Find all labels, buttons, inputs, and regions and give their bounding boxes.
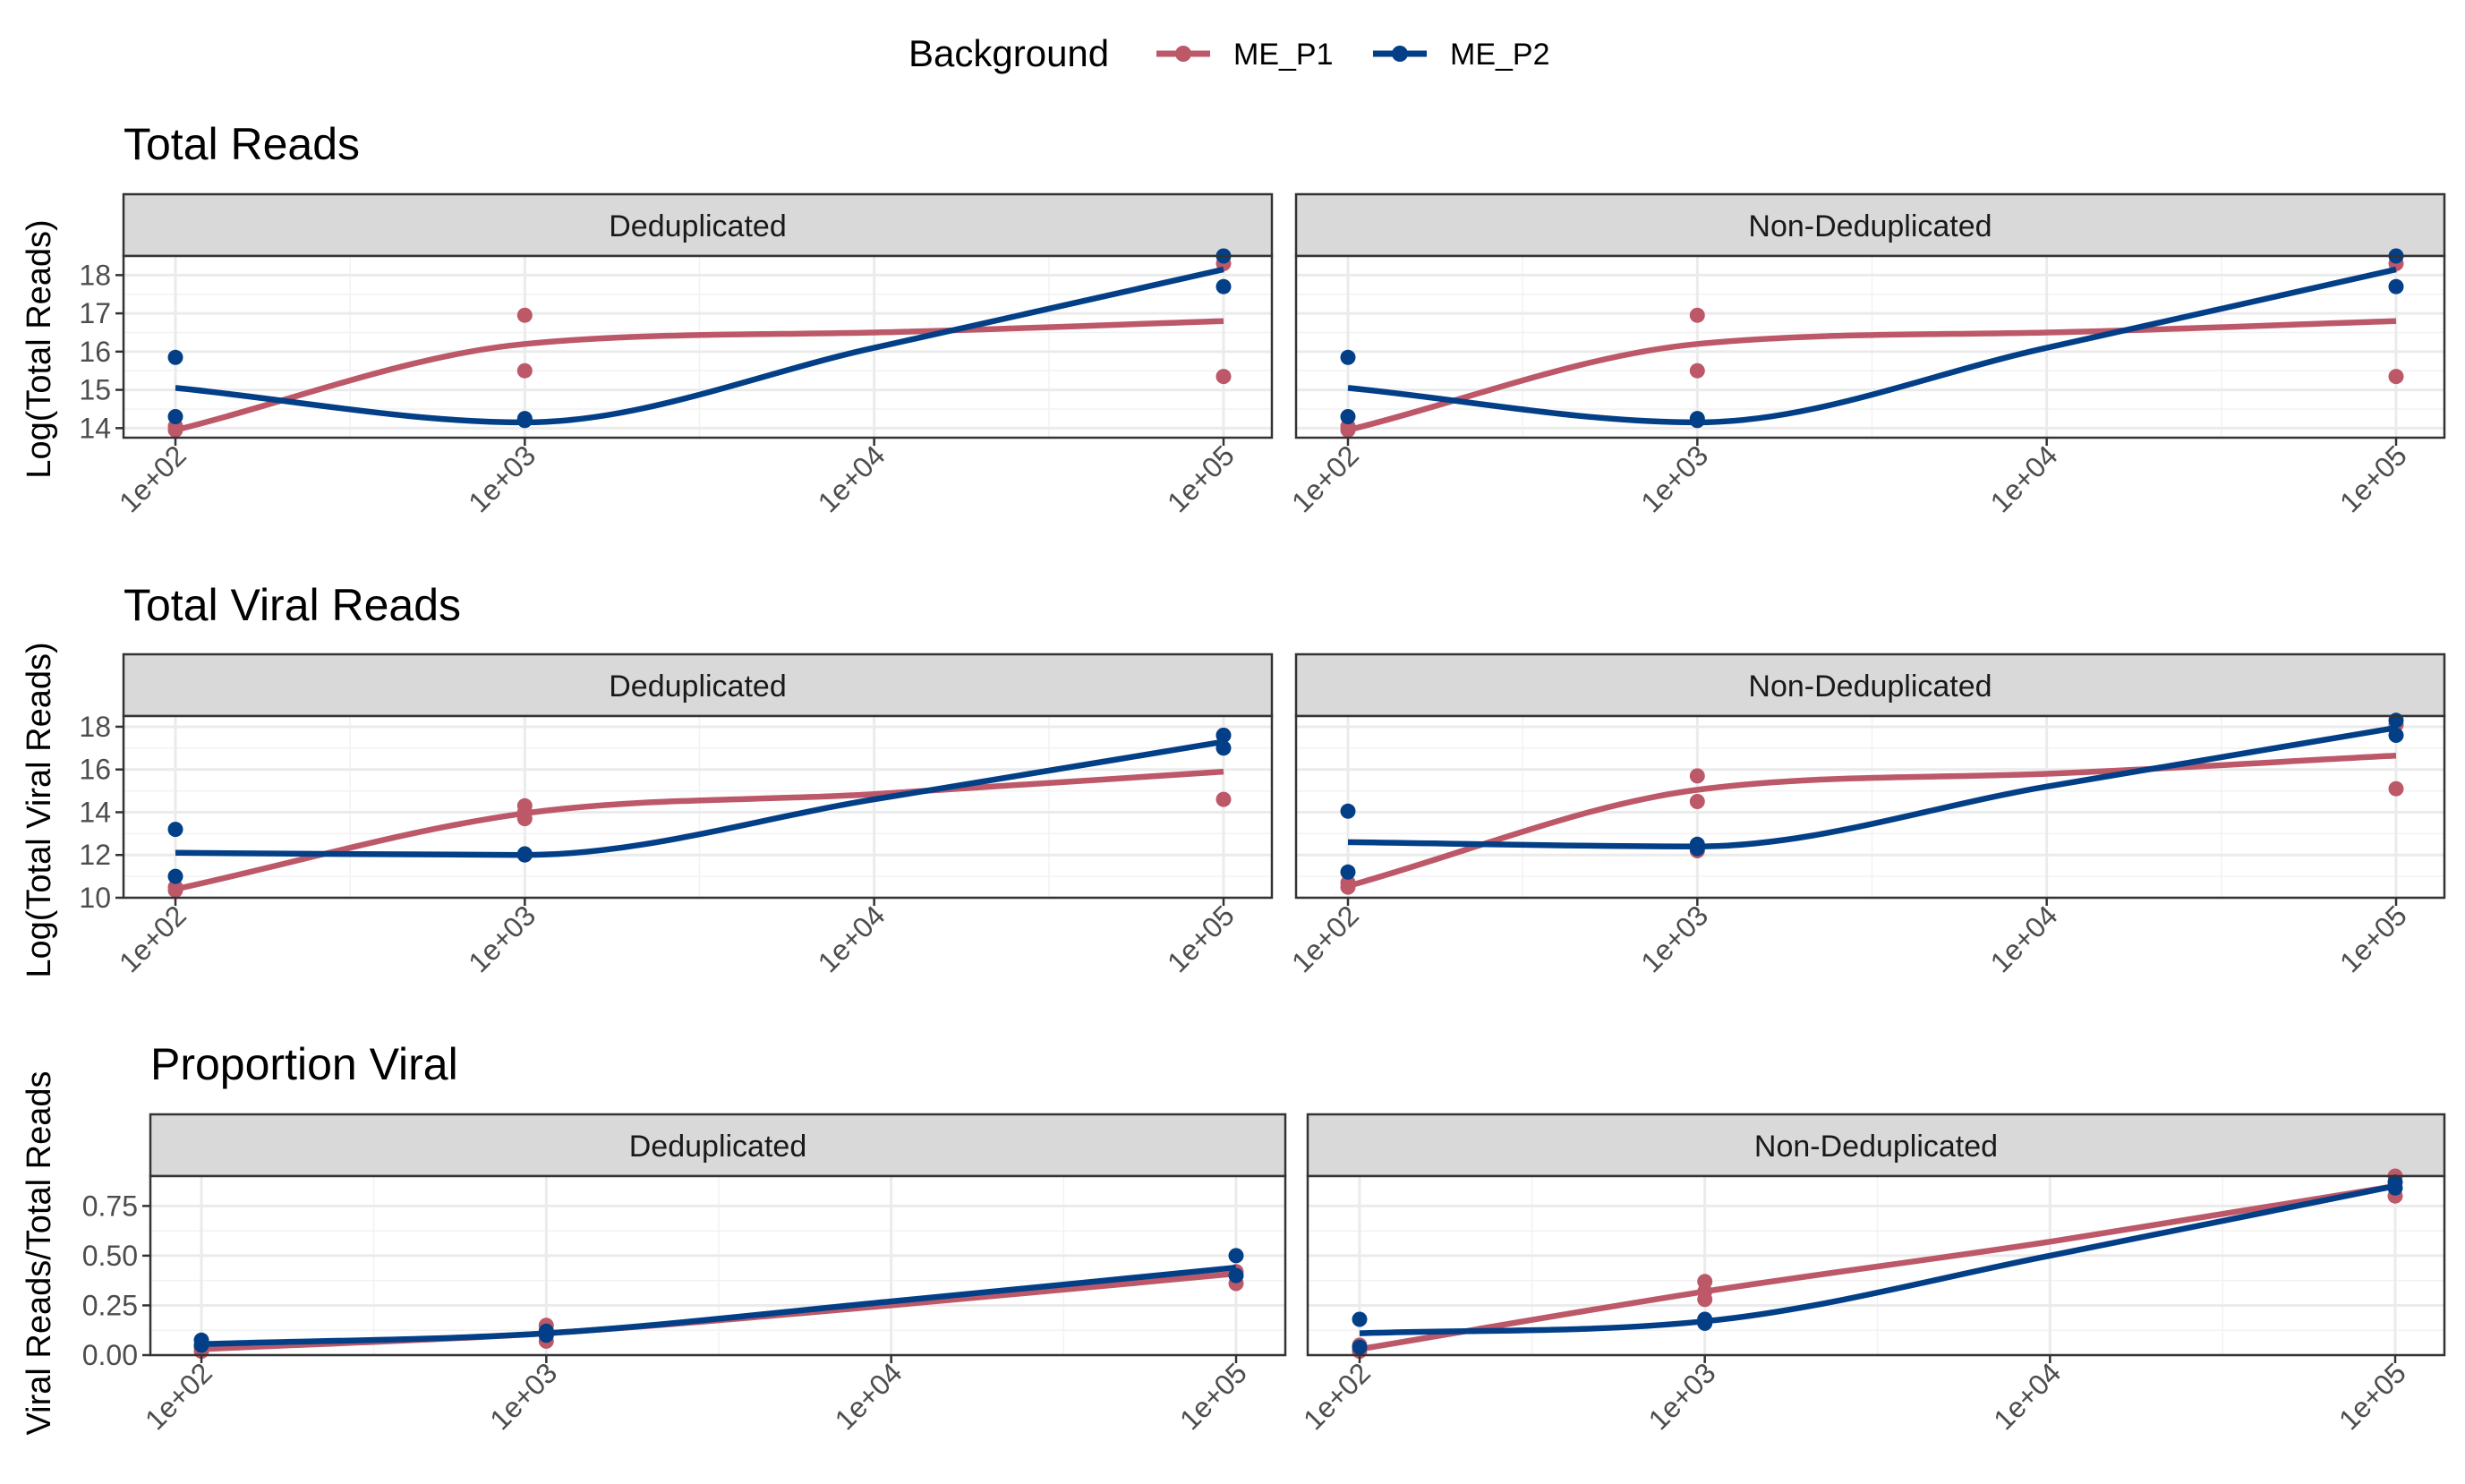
y-tick-label: 0.25 [82, 1289, 138, 1321]
strip-label-deduplicated: Deduplicated [629, 1130, 806, 1164]
y-axis-title-total-viral-reads: Log(Total Viral Reads) [21, 642, 58, 977]
plot-background [124, 256, 1272, 438]
panel-title-total-viral-reads: Total Viral Reads [124, 580, 461, 630]
legend-key-me-p1-point [1175, 46, 1191, 62]
trend-line-me-p1 [175, 318, 1224, 433]
y-tick-label: 14 [79, 796, 111, 828]
plot-border [122, 254, 1274, 439]
y-tick-label: 16 [79, 754, 111, 786]
plot-background [1296, 256, 2444, 438]
legend-label-me-p2: ME_P2 [1450, 38, 1550, 72]
data-point-me-p2 [1228, 1248, 1244, 1264]
trend-line-me-p2 [1347, 724, 2397, 849]
y-tick-label: 14 [79, 412, 111, 444]
strip-background [122, 192, 1274, 258]
data-point-me-p1 [2388, 369, 2404, 385]
y-tick-label: 12 [79, 839, 111, 871]
plot-border [1306, 1174, 2446, 1357]
data-point-me-p1 [1689, 307, 1705, 323]
data-point-me-p1 [1697, 1292, 1713, 1308]
plot-background [124, 716, 1272, 898]
strip-label-non-deduplicated: Non-Deduplicated [1754, 1130, 1998, 1164]
trend-line-me-p1 [1359, 1182, 2396, 1352]
y-tick-label: 0.00 [82, 1339, 138, 1371]
strip-background [1294, 192, 2446, 258]
data-point-me-p2 [1215, 728, 1232, 743]
strip-label-non-deduplicated: Non-Deduplicated [1748, 209, 1992, 243]
data-point-me-p1 [516, 362, 533, 379]
y-axis-title-proportion-viral: Viral Reads/Total Reads [21, 1071, 58, 1436]
y-tick-label: 15 [79, 374, 111, 406]
data-point-me-p2 [1340, 349, 1356, 365]
facet-total-reads-deduplicated: Deduplicated 1e+02 1e+03 1e+04 1e+051415161… [79, 192, 1274, 519]
y-tick-label: 17 [79, 297, 111, 329]
trend-line-me-p1 [1347, 318, 2397, 433]
strip-background [1306, 1113, 2446, 1178]
legend-label-me-p1: ME_P1 [1233, 38, 1334, 72]
data-point-me-p2 [2388, 278, 2404, 294]
data-point-me-p2 [167, 868, 183, 884]
data-point-me-p1 [1689, 362, 1705, 379]
y-tick-label: 0.50 [82, 1240, 138, 1272]
strip-label-deduplicated: Deduplicated [609, 670, 786, 704]
data-point-me-p2 [167, 349, 183, 365]
data-point-me-p2 [1340, 864, 1356, 880]
data-point-me-p1 [1215, 791, 1232, 807]
strip-label-non-deduplicated: Non-Deduplicated [1748, 670, 1992, 704]
data-point-me-p1 [1689, 768, 1705, 784]
y-axis-title-total-reads: Log(Total Reads) [21, 219, 58, 478]
plot-border [149, 1174, 1287, 1357]
data-point-me-p2 [167, 822, 183, 838]
plot-background [150, 1176, 1285, 1355]
trend-line-me-p2 [200, 1264, 1237, 1348]
trend-line-me-p1 [1347, 752, 2397, 890]
data-point-me-p2 [167, 409, 183, 424]
strip-background [122, 652, 1274, 718]
data-point-me-p2 [1340, 409, 1356, 424]
facet-total-viral-reads-deduplicated: Deduplicated 1e+02 1e+03 1e+04 1e+051012141… [79, 652, 1274, 979]
legend-title: Background [908, 32, 1109, 74]
chart-row-total-viral-reads: Total Viral Reads Log(Total Viral Reads)… [21, 580, 2446, 979]
data-point-me-p1 [516, 307, 533, 323]
data-point-me-p1 [2388, 780, 2404, 797]
panel-title-proportion-viral: Proportion Viral [150, 1039, 458, 1089]
strip-background [149, 1113, 1287, 1178]
y-tick-label: 16 [79, 336, 111, 368]
trend-line-me-p2 [175, 266, 1224, 426]
plot-border [1294, 254, 2446, 439]
trend-line-me-p2 [1347, 266, 2397, 426]
legend: Background ME_P1 ME_P2 [908, 32, 1550, 74]
facet-proportion-viral-deduplicated: Deduplicated 1e+02 1e+03 1e+04 1e+050.000.2… [82, 1113, 1287, 1437]
y-tick-label: 18 [79, 259, 111, 291]
trend-line-me-p2 [1359, 1182, 2396, 1336]
y-tick-label: 18 [79, 711, 111, 743]
data-point-me-p2 [1215, 278, 1232, 294]
data-point-me-p1 [1689, 794, 1705, 809]
data-point-me-p2 [1352, 1311, 1368, 1327]
plot-background [1296, 716, 2444, 898]
data-point-me-p2 [1340, 803, 1356, 819]
panel-title-total-reads: Total Reads [124, 119, 360, 169]
strip-background [1294, 652, 2446, 718]
strip-label-deduplicated: Deduplicated [609, 209, 786, 243]
data-point-me-p2 [2388, 728, 2404, 743]
legend-key-me-p2-point [1392, 46, 1408, 62]
data-point-me-p2 [1228, 1267, 1244, 1284]
plot-border [122, 714, 1274, 900]
trend-line-me-p2 [175, 738, 1224, 858]
plot-area: 1e+02 1e+03 1e+04 1e+050.000.250.500.75 [82, 1174, 1287, 1437]
data-point-me-p1 [1215, 369, 1232, 385]
trend-line-me-p1 [175, 768, 1224, 892]
plot-border [1294, 714, 2446, 900]
y-tick-label: 10 [79, 882, 111, 914]
data-point-me-p2 [1352, 1339, 1368, 1355]
y-tick-label: 0.75 [82, 1190, 138, 1222]
